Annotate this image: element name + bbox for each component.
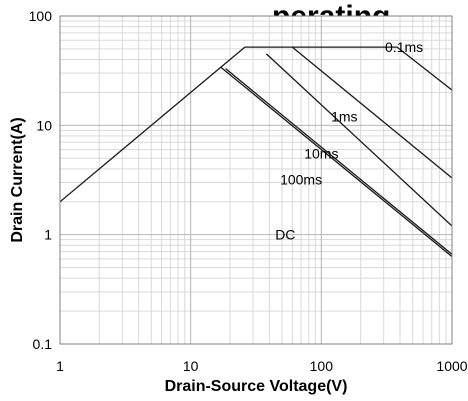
annotation-label: 1ms [331,109,357,125]
x-tick-labels: 1 10 100 1000 [56,358,468,374]
x-tick-label: 10 [183,358,199,374]
x-tick-label: 100 [310,358,334,374]
series-line-100ms [225,68,452,255]
annotation-label: 100ms [280,171,322,187]
plot-area-background [60,16,452,344]
y-tick-labels: 0.1 1 10 100 [29,8,53,352]
y-tick-label: 0.1 [33,336,53,352]
series-line-0-1ms [60,46,452,203]
y-axis-label: Drain Current(A) [9,117,26,242]
series-line-10ms [265,53,452,227]
series-group [60,46,452,258]
annotation-label: 10ms [304,146,338,162]
x-axis-label: Drain-Source Voltage(V) [165,378,348,395]
y-tick-label: 1 [44,227,52,243]
series-line-1ms [291,46,452,179]
series-line-dc [220,66,452,258]
y-tick-label: 10 [36,117,52,133]
plot-frame [59,15,453,345]
x-tick-label: 1000 [436,358,467,374]
y-tick-label: 100 [29,8,53,24]
grid-minor [60,16,452,344]
annotation-label: 0.1ms [385,39,423,55]
x-tick-label: 1 [56,358,64,374]
annotation-label: DC [275,227,295,243]
annotations: 0.1ms 1ms 10ms 100ms DC [275,39,423,243]
